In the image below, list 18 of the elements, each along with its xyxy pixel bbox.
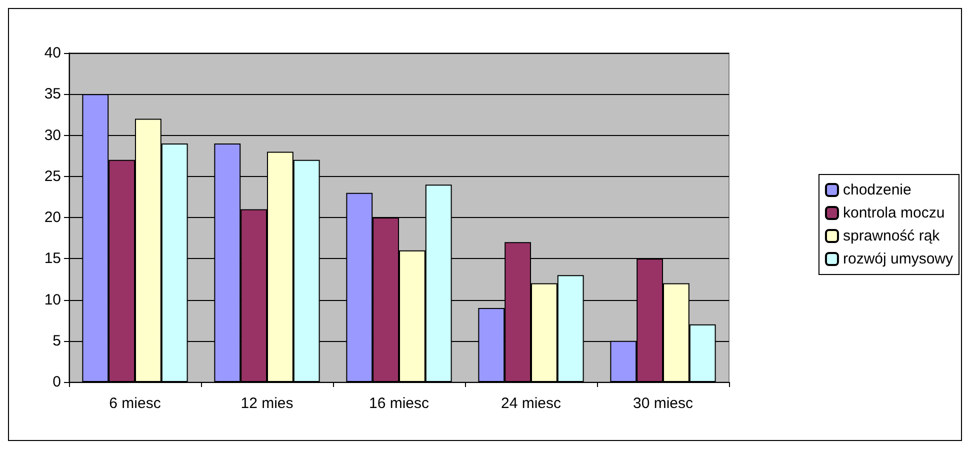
x-tick-label: 6 miesc: [109, 395, 162, 412]
y-tick-label: 35: [44, 86, 61, 103]
y-tick-label: 0: [52, 374, 61, 390]
x-tick-label: 16 miesc: [368, 395, 430, 412]
y-tick-label: 30: [44, 126, 61, 144]
legend-label: sprawność rąk: [842, 228, 940, 244]
y-tick-label: 10: [44, 291, 61, 308]
legend-label: rozwój umysowy: [842, 250, 954, 268]
y-tick-label: 25: [44, 168, 61, 185]
x-tick-label: 12 mies: [240, 395, 294, 412]
legend-label: chodzenie: [842, 182, 912, 198]
x-tick-label: 30 miesc: [632, 395, 694, 412]
y-tick-label: 5: [52, 332, 61, 350]
legend-label: kontrola moczu: [842, 204, 945, 222]
x-tick-label: 24 miesc: [500, 395, 562, 412]
y-tick-label: 15: [44, 250, 61, 268]
y-tick-label: 20: [44, 209, 61, 226]
y-tick-label: 40: [44, 44, 61, 62]
